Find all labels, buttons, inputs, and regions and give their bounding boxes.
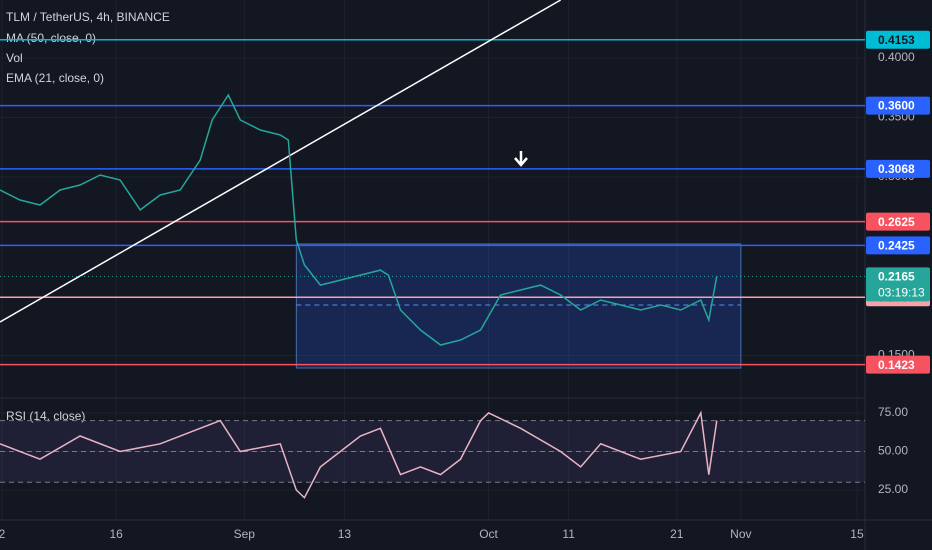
trendline: [0, 0, 562, 323]
y-tick-label: 0.4000: [878, 50, 915, 64]
symbol: TLM / TetherUS, 4h, BINANCE: [6, 10, 170, 24]
indicator: MA (50, close, 0): [6, 31, 96, 45]
rsi-title: RSI (14, close): [6, 409, 85, 423]
indicator: EMA (21, close, 0): [6, 71, 104, 85]
range-box: [295, 243, 742, 369]
y-tick-label: 50.00: [878, 444, 908, 458]
price-label: 0.3600: [878, 99, 915, 113]
price-label: 0.2625: [878, 215, 915, 229]
x-tick-label: 11: [562, 527, 575, 541]
x-tick-label: 2: [0, 527, 6, 541]
x-tick-label: Sep: [234, 527, 256, 541]
price-label: 0.1423: [878, 358, 915, 372]
price-label-bg: [866, 236, 930, 255]
x-tick-label: 13: [338, 527, 352, 541]
y-tick-label: 75.00: [878, 405, 908, 419]
x-tick-label: Oct: [479, 527, 498, 541]
last-price-label: 0.2165: [878, 270, 915, 284]
x-tick-label: 21: [670, 527, 684, 541]
price-label: 0.2425: [878, 239, 915, 253]
price-line: [0, 93, 718, 346]
price-label-bg: [866, 159, 930, 178]
arrow-icon: [514, 151, 528, 167]
price-label-bg: [866, 355, 930, 374]
rsi-line: [0, 410, 718, 499]
countdown: 03:19:13: [878, 286, 925, 300]
y-tick-label: 25.00: [878, 482, 908, 496]
price-label-bg: [866, 96, 930, 115]
price-label: 0.3068: [878, 162, 915, 176]
x-tick-label: 16: [109, 527, 123, 541]
x-tick-label: Nov: [730, 527, 751, 541]
indicator: Vol: [6, 51, 23, 65]
last-price-bg: [866, 267, 930, 302]
x-tick-label: 15: [850, 527, 864, 541]
price-label: 0.4153: [878, 33, 915, 47]
price-label-bg: [866, 212, 930, 231]
price-label-bg: [866, 30, 930, 49]
